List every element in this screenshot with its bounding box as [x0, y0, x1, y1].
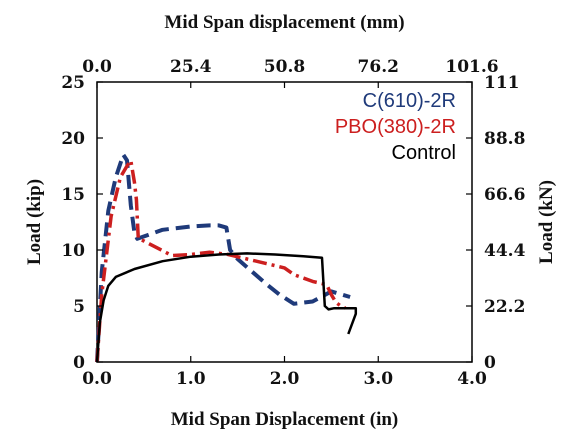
x-tick-label: 0.0 [82, 369, 112, 389]
y-tick-label: 10 [61, 241, 85, 261]
series-line-control [95, 252, 358, 363]
top-x-tick-label: 76.2 [358, 57, 399, 77]
axes-group: 0.0 1.0 2.0 3.0 4.0 0.0 25.4 50.8 76.2 101.6 0 5 10 1… [61, 57, 525, 389]
top-x-tick-label: 25.4 [170, 57, 212, 77]
legend-entry-c610-2r: C(610)-2R [363, 90, 456, 112]
series-line-c-610-2r [95, 152, 351, 363]
right-y-tick-label: 111 [484, 73, 520, 93]
x-tick-label: 2.0 [270, 369, 300, 389]
series-line-pbo-380-2r [95, 158, 347, 363]
x-tick-label: 1.0 [176, 369, 206, 389]
right-y-tick-label: 22.2 [484, 297, 525, 317]
top-x-tick-label: 50.8 [264, 57, 305, 77]
right-y-tick-label: 88.8 [484, 129, 525, 149]
y-tick-label: 20 [61, 129, 85, 149]
y-tick-label: 15 [61, 185, 85, 205]
right-y-tick-label: 0 [484, 353, 496, 373]
top-x-tick-label: 0.0 [82, 57, 112, 77]
y-axis-title: Load (kip) [24, 179, 45, 265]
x-axis-title: Mid Span Displacement (in) [171, 409, 399, 430]
right-y-tick-label: 66.6 [484, 185, 525, 205]
right-y-axis-title: Load (kN) [536, 180, 557, 264]
legend: C(610)-2R PBO(380)-2R Control [335, 90, 456, 164]
y-tick-label: 0 [73, 353, 85, 373]
x-tick-label: 4.0 [457, 369, 487, 389]
legend-entry-pbo380-2r: PBO(380)-2R [335, 116, 456, 138]
x-tick-label: 3.0 [363, 369, 393, 389]
legend-entry-control: Control [392, 142, 456, 164]
top-x-tick-label: 101.6 [445, 57, 498, 77]
y-tick-label: 25 [61, 73, 85, 93]
series-group [95, 152, 358, 363]
y-tick-label: 5 [73, 297, 85, 317]
top-x-axis-title: Mid Span displacement (mm) [164, 12, 404, 33]
right-y-tick-label: 44.4 [484, 241, 526, 261]
